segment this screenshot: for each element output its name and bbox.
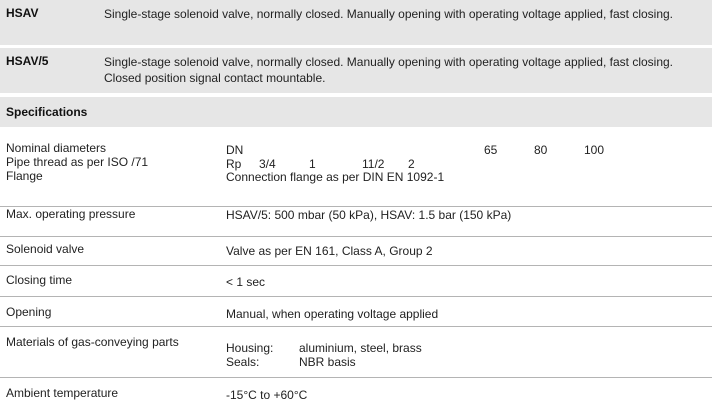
flange-label: Flange: [6, 169, 43, 183]
closing-time-label: Closing time: [6, 273, 73, 287]
materials-label: Materials of gas-conveying parts: [6, 335, 179, 349]
dn-value: 100: [584, 143, 605, 157]
max-pressure-value: HSAV/5: 500 mbar (50 kPa), HSAV: 1.5 bar…: [226, 208, 512, 222]
specifications-title: Specifications: [6, 105, 88, 119]
opening-value: Manual, when operating voltage applied: [226, 307, 439, 321]
rp-value: 2: [408, 157, 415, 171]
opening-label: Opening: [6, 305, 52, 319]
spec-row-max-pressure: Max. operating pressure HSAV/5: 500 mbar…: [0, 207, 712, 237]
solenoid-valve-label: Solenoid valve: [6, 242, 85, 256]
seals-value: NBR basis: [299, 355, 356, 369]
ambient-temperature-value: -15°C to +60°C: [226, 388, 308, 402]
housing-label: Housing:: [226, 341, 274, 355]
spec-row-ambient-temperature: Ambient temperature -15°C to +60°C: [0, 378, 712, 410]
rp-value: 11/2: [362, 157, 385, 171]
ambient-temperature-label: Ambient temperature: [6, 386, 119, 400]
dn-value: 80: [534, 143, 548, 157]
flange-value: Connection flange as per DIN EN 1092-1: [226, 170, 445, 184]
nominal-diameters-label: Nominal diameters: [6, 141, 107, 155]
model-code: HSAV/5: [6, 54, 49, 68]
spec-row-materials: Materials of gas-conveying parts Housing…: [0, 327, 712, 378]
spec-row-opening: Opening Manual, when operating voltage a…: [0, 297, 712, 327]
model-code: HSAV: [6, 6, 39, 20]
seals-label: Seals:: [226, 355, 260, 369]
rp-value: 3/4: [259, 157, 276, 171]
model-description: Single-stage solenoid valve, normally cl…: [104, 55, 674, 85]
model-description: Single-stage solenoid valve, normally cl…: [104, 7, 674, 21]
dn-value: 65: [484, 143, 498, 157]
spec-row-solenoid-valve: Solenoid valve Valve as per EN 161, Clas…: [0, 237, 712, 266]
closing-time-value: < 1 sec: [226, 275, 266, 289]
rp-value: 1: [309, 157, 316, 171]
pipe-thread-label: Pipe thread as per ISO /71: [6, 155, 149, 169]
dn-label: DN: [226, 143, 244, 157]
model-row-hsav: HSAV Single-stage solenoid valve, normal…: [0, 0, 712, 45]
max-pressure-label: Max. operating pressure: [6, 207, 136, 221]
rp-label: Rp: [226, 157, 242, 171]
housing-value: aluminium, steel, brass: [299, 341, 422, 355]
spec-row-closing-time: Closing time < 1 sec: [0, 266, 712, 297]
solenoid-valve-value: Valve as per EN 161, Class A, Group 2: [226, 244, 433, 258]
spec-row-nominal-diameters: Nominal diameters Pipe thread as per ISO…: [0, 141, 712, 207]
model-row-hsav5: HSAV/5 Single-stage solenoid valve, norm…: [0, 48, 712, 93]
specifications-header: Specifications: [0, 97, 712, 127]
